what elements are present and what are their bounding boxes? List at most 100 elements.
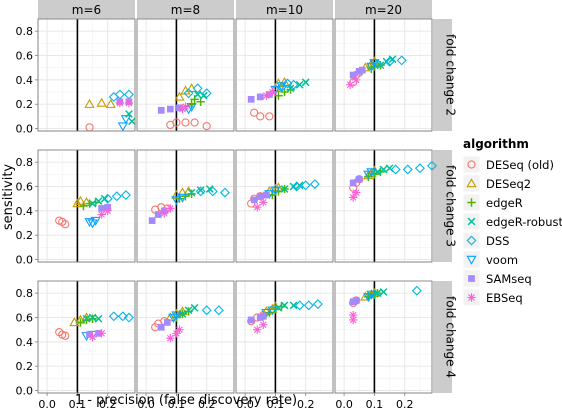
data-point bbox=[379, 165, 388, 174]
data-point bbox=[193, 90, 202, 99]
data-point bbox=[294, 300, 305, 311]
data-point bbox=[88, 314, 97, 323]
data-point bbox=[202, 122, 211, 131]
data-point bbox=[120, 190, 131, 201]
facet-strip-column bbox=[335, 0, 432, 19]
data-point bbox=[276, 82, 287, 92]
data-point bbox=[262, 191, 270, 199]
data-point bbox=[100, 194, 109, 203]
data-point bbox=[163, 319, 171, 326]
data-point bbox=[88, 199, 97, 208]
legend-symbol bbox=[467, 160, 476, 169]
facet-panel bbox=[334, 280, 433, 394]
data-point bbox=[120, 115, 132, 125]
legend-item: edgeR-robust bbox=[462, 212, 562, 231]
data-point bbox=[201, 305, 212, 316]
data-point bbox=[172, 118, 181, 127]
facet-row-label: fold change 3 bbox=[444, 165, 458, 247]
data-point bbox=[108, 311, 119, 322]
legend-item: DESeq (old) bbox=[462, 155, 554, 174]
data-point bbox=[166, 204, 175, 213]
facet-panel bbox=[37, 280, 136, 394]
data-point bbox=[94, 314, 103, 323]
data-point bbox=[157, 323, 165, 331]
data-point bbox=[176, 104, 183, 112]
data-point bbox=[390, 164, 401, 175]
data-point bbox=[256, 93, 264, 101]
data-point bbox=[166, 105, 174, 113]
data-point bbox=[259, 198, 268, 207]
data-point bbox=[366, 290, 377, 300]
data-point bbox=[355, 175, 364, 184]
data-point bbox=[280, 185, 289, 193]
x-tick-label: 0.0 bbox=[137, 398, 155, 409]
data-point bbox=[348, 315, 358, 325]
legend-item: voom bbox=[462, 250, 518, 269]
facet-panels: m=6 m=8 m=10 m=20 fold change 2 fold change 3… bbox=[16, 0, 458, 409]
data-point bbox=[355, 175, 363, 183]
data-point bbox=[90, 216, 101, 226]
panel-background bbox=[136, 18, 235, 132]
data-point bbox=[199, 91, 208, 100]
y-tick-label: 0.0 bbox=[16, 254, 34, 267]
panel-border bbox=[334, 149, 433, 263]
facet-panel bbox=[37, 18, 136, 132]
panel-border bbox=[136, 280, 235, 394]
data-point bbox=[190, 303, 199, 312]
panel-border bbox=[37, 18, 136, 132]
data-point bbox=[175, 325, 184, 334]
facet-strip-row bbox=[433, 281, 452, 393]
data-point bbox=[250, 108, 259, 117]
data-point bbox=[154, 211, 162, 218]
data-point bbox=[288, 79, 299, 90]
legend-symbol bbox=[466, 178, 477, 188]
data-point bbox=[172, 329, 181, 338]
data-point bbox=[166, 334, 175, 343]
data-point bbox=[414, 163, 425, 174]
data-point bbox=[366, 168, 377, 178]
data-point bbox=[303, 300, 314, 311]
data-point bbox=[192, 83, 203, 94]
data-point bbox=[379, 288, 388, 296]
data-point bbox=[349, 179, 357, 187]
data-point bbox=[171, 311, 182, 321]
legend-label: DESeq2 bbox=[486, 177, 531, 191]
data-point bbox=[345, 80, 355, 89]
legend-label: DSS bbox=[486, 234, 509, 248]
legend-symbol bbox=[467, 293, 476, 302]
data-point bbox=[187, 188, 196, 197]
data-point bbox=[75, 195, 86, 205]
x-tick-label: 0.1 bbox=[267, 398, 285, 409]
axis-labels: 1 - precision (false discovery rate) sen… bbox=[1, 164, 297, 408]
data-point bbox=[265, 112, 274, 121]
panel-border bbox=[37, 280, 136, 394]
x-tick-label: 0.1 bbox=[168, 398, 186, 409]
data-point bbox=[160, 209, 169, 218]
data-point bbox=[280, 301, 289, 310]
x-tick-label: 0.2 bbox=[396, 398, 414, 409]
facet-panel bbox=[334, 149, 437, 263]
panel-background bbox=[136, 280, 235, 394]
panel-background bbox=[235, 149, 334, 263]
data-point bbox=[286, 84, 295, 93]
legend-label: EBSeq bbox=[486, 291, 523, 305]
y-tick-label: 0.2 bbox=[16, 229, 34, 242]
data-point bbox=[382, 57, 391, 66]
legend-key bbox=[462, 231, 481, 250]
facet-strip-column bbox=[38, 0, 135, 19]
data-point bbox=[352, 188, 361, 197]
data-point bbox=[61, 220, 70, 229]
data-point bbox=[349, 71, 357, 79]
data-point bbox=[253, 325, 262, 334]
data-point bbox=[259, 312, 267, 320]
panel-border bbox=[136, 149, 235, 263]
data-point bbox=[184, 306, 193, 315]
data-point bbox=[259, 320, 268, 330]
data-point bbox=[256, 112, 265, 121]
data-point bbox=[388, 55, 397, 64]
data-point bbox=[195, 186, 206, 197]
x-tick-label: 0.2 bbox=[198, 398, 216, 409]
data-point bbox=[352, 297, 360, 304]
y-tick-label: 0.0 bbox=[16, 385, 34, 398]
